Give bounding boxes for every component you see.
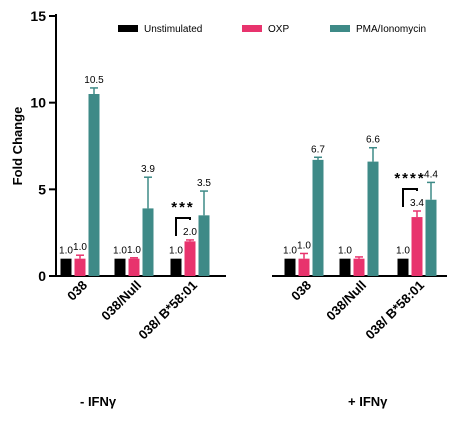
data-label: 1.0 bbox=[73, 242, 87, 253]
data-label: 3.5 bbox=[197, 178, 211, 189]
bar-pma-ionomycin bbox=[88, 94, 100, 276]
data-label: 6.7 bbox=[311, 144, 325, 155]
bar-oxp bbox=[298, 258, 310, 276]
data-label: 1.0 bbox=[113, 246, 127, 257]
bar-oxp bbox=[411, 217, 423, 276]
data-label: 3.4 bbox=[410, 198, 424, 209]
y-tick-label: 15 bbox=[30, 8, 46, 24]
bar-oxp bbox=[184, 241, 196, 276]
data-label: 3.9 bbox=[141, 164, 155, 175]
bar-unstimulated bbox=[284, 258, 296, 276]
significance-stars: *** bbox=[171, 199, 195, 216]
x-tick-label: 038/Null bbox=[323, 278, 369, 324]
bar-pma-ionomycin bbox=[367, 161, 379, 276]
data-label: 1.0 bbox=[297, 240, 311, 251]
data-label: 1.0 bbox=[283, 246, 297, 257]
bar-unstimulated bbox=[60, 258, 72, 276]
bar-pma-ionomycin bbox=[142, 208, 154, 276]
significance-bracket bbox=[402, 188, 418, 207]
data-label: 1.0 bbox=[338, 246, 352, 257]
bar-pma-ionomycin bbox=[312, 159, 324, 276]
significance-stars: **** bbox=[394, 170, 425, 187]
bar-oxp bbox=[74, 258, 86, 276]
bar-pma-ionomycin bbox=[198, 215, 210, 276]
legend-label: OXP bbox=[268, 24, 289, 35]
legend-swatch bbox=[242, 25, 262, 32]
data-label: 1.0 bbox=[169, 246, 183, 257]
y-tick-label: 10 bbox=[30, 95, 46, 111]
data-label: 2.0 bbox=[183, 227, 197, 238]
significance-bracket bbox=[175, 216, 191, 236]
bar-unstimulated bbox=[339, 258, 351, 276]
x-tick-label: 038/ B*58:01 bbox=[362, 278, 427, 343]
x-tick-label: 038 bbox=[288, 278, 314, 304]
data-label: 6.6 bbox=[366, 135, 380, 146]
data-label: 1.0 bbox=[396, 246, 410, 257]
x-tick-label: 038 bbox=[64, 278, 90, 304]
legend-swatch bbox=[330, 25, 350, 32]
legend-label: PMA/Ionomycin bbox=[356, 24, 426, 35]
bar-unstimulated bbox=[397, 258, 409, 276]
legend-swatch bbox=[118, 25, 138, 32]
bar-pma-ionomycin bbox=[425, 199, 437, 276]
group-label-plus-ifn: + IFNγ bbox=[348, 394, 388, 409]
data-label: 10.5 bbox=[84, 75, 104, 86]
y-tick-label: 0 bbox=[38, 268, 46, 284]
data-label: 1.0 bbox=[127, 245, 141, 256]
x-tick-label: 038/Null bbox=[98, 278, 144, 324]
data-label: 1.0 bbox=[59, 246, 73, 257]
data-label: 4.4 bbox=[424, 169, 438, 180]
y-tick-label: 5 bbox=[38, 181, 46, 197]
bar-oxp bbox=[353, 258, 365, 276]
y-axis-label: Fold Change bbox=[10, 107, 25, 186]
bar-oxp bbox=[128, 258, 140, 276]
bar-unstimulated bbox=[114, 258, 126, 276]
legend-label: Unstimulated bbox=[144, 24, 202, 35]
group-label-minus-ifn: - IFNγ bbox=[80, 394, 117, 409]
x-tick-label: 038/ B*58:01 bbox=[135, 278, 200, 343]
bar-unstimulated bbox=[170, 258, 182, 276]
